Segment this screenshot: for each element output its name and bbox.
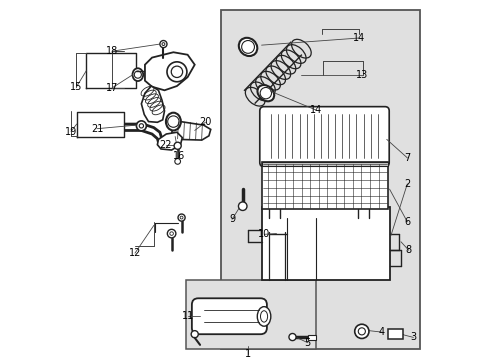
Bar: [387, 329, 402, 339]
Text: 20: 20: [199, 117, 211, 127]
Text: 15: 15: [70, 82, 82, 92]
FancyBboxPatch shape: [259, 107, 388, 167]
Text: 10: 10: [258, 229, 270, 239]
Ellipse shape: [132, 68, 143, 81]
Text: 5: 5: [304, 338, 310, 348]
Circle shape: [358, 328, 365, 335]
Circle shape: [354, 324, 368, 338]
Circle shape: [174, 142, 181, 149]
Text: 22: 22: [159, 140, 171, 150]
Circle shape: [167, 229, 176, 238]
Text: 16: 16: [172, 151, 184, 161]
Circle shape: [191, 330, 198, 338]
Circle shape: [178, 214, 185, 221]
Text: 11: 11: [182, 311, 194, 321]
Ellipse shape: [165, 113, 181, 130]
Ellipse shape: [257, 307, 270, 326]
Text: 21: 21: [91, 124, 103, 134]
Ellipse shape: [238, 38, 257, 56]
Text: 2: 2: [404, 179, 409, 189]
Circle shape: [166, 62, 186, 82]
Text: 7: 7: [404, 153, 409, 163]
Bar: [261, 162, 387, 166]
Text: 6: 6: [404, 217, 409, 227]
Circle shape: [174, 158, 180, 164]
Circle shape: [288, 333, 295, 341]
Circle shape: [238, 202, 246, 211]
Polygon shape: [141, 86, 164, 122]
Polygon shape: [157, 132, 182, 150]
Circle shape: [160, 41, 166, 48]
Text: 14: 14: [309, 105, 321, 115]
Bar: [261, 162, 387, 209]
Text: 8: 8: [405, 245, 411, 255]
Circle shape: [260, 87, 271, 99]
Text: 4: 4: [378, 327, 384, 337]
Bar: [221, 10, 420, 349]
Text: 18: 18: [106, 46, 118, 56]
Text: 17: 17: [106, 83, 118, 93]
Text: 13: 13: [356, 70, 368, 80]
Bar: [308, 334, 316, 339]
Text: 14: 14: [352, 33, 365, 43]
Bar: [261, 207, 389, 280]
Bar: [185, 280, 315, 349]
Text: 1: 1: [244, 349, 251, 359]
FancyBboxPatch shape: [191, 298, 266, 334]
Text: 3: 3: [409, 332, 416, 342]
Text: 12: 12: [128, 248, 141, 258]
Circle shape: [241, 41, 254, 53]
Text: 19: 19: [65, 126, 77, 136]
Ellipse shape: [257, 85, 274, 101]
Polygon shape: [171, 121, 210, 140]
Circle shape: [136, 121, 146, 131]
Polygon shape: [144, 52, 194, 90]
Text: 9: 9: [228, 214, 235, 224]
